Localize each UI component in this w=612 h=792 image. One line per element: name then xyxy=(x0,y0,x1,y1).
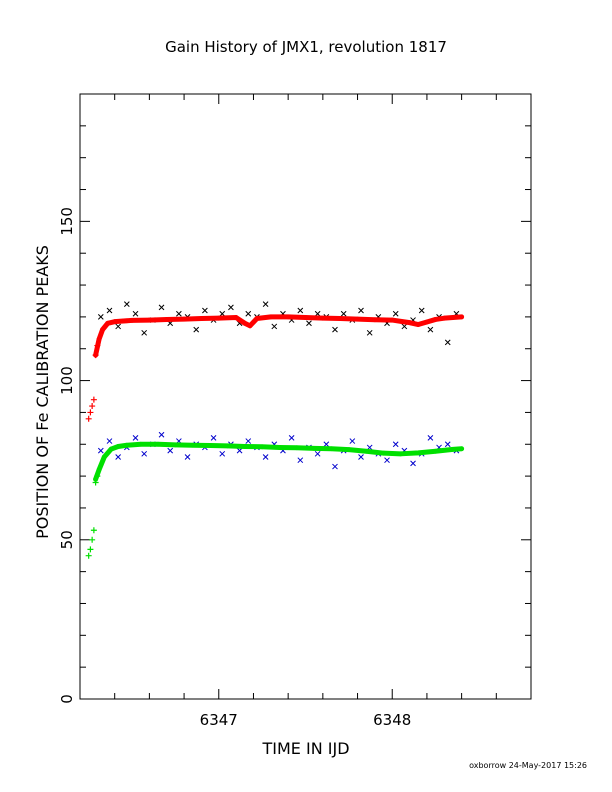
data-point xyxy=(89,536,96,543)
data-point xyxy=(92,479,99,486)
axis-ticks xyxy=(79,93,532,700)
data-point xyxy=(228,304,234,311)
credit-line: oxborrow 24-May-2017 15:26 xyxy=(469,761,587,770)
data-point xyxy=(115,454,122,460)
plot-frame xyxy=(79,93,532,700)
x-tick-label: 6348 xyxy=(373,711,411,729)
data-point xyxy=(297,457,304,464)
data-point xyxy=(306,320,312,327)
data-point xyxy=(132,435,139,441)
data-point xyxy=(167,447,174,454)
y-tick-label: 50 xyxy=(58,530,76,549)
x-axis-label: TIME IN IJD xyxy=(261,739,349,758)
series-upper-early xyxy=(85,342,101,422)
data-point xyxy=(210,435,217,441)
data-point xyxy=(92,352,99,359)
data-point xyxy=(245,438,252,444)
data-point xyxy=(349,438,356,444)
data-point xyxy=(358,454,364,460)
series-upper-fit xyxy=(93,314,465,358)
data-point xyxy=(401,323,408,330)
data-point xyxy=(141,329,148,336)
data-point xyxy=(340,310,347,317)
data-point xyxy=(115,323,122,330)
data-marks xyxy=(85,301,465,559)
data-point xyxy=(392,441,399,448)
data-point xyxy=(219,450,226,457)
data-point xyxy=(236,447,243,454)
x-tick-label: 6347 xyxy=(200,711,238,729)
data-point xyxy=(418,307,425,314)
series-lower-early xyxy=(85,473,101,559)
data-point xyxy=(85,415,92,422)
x-tick-labels: 6347 6348 xyxy=(200,711,412,729)
data-point xyxy=(219,310,226,317)
fit-line xyxy=(93,314,465,358)
data-point xyxy=(193,326,200,333)
data-point xyxy=(410,460,416,467)
data-point xyxy=(106,438,113,444)
y-tick-label: 0 xyxy=(58,694,76,704)
data-point xyxy=(332,326,338,333)
data-point xyxy=(444,441,451,448)
data-point xyxy=(384,457,390,464)
data-point xyxy=(262,454,269,460)
data-point xyxy=(297,307,304,314)
data-point xyxy=(90,527,97,534)
data-point xyxy=(184,454,191,460)
y-axis-label: POSITION OF Fe CALIBRATION PEAKS xyxy=(33,245,52,539)
data-point xyxy=(262,301,269,308)
data-point xyxy=(87,409,94,416)
data-point xyxy=(158,304,165,311)
fit-line xyxy=(93,441,465,482)
data-point xyxy=(202,307,208,314)
data-point xyxy=(245,310,252,317)
chart-title: Gain History of JMX1, revolution 1817 xyxy=(165,38,447,56)
data-point xyxy=(314,310,321,317)
data-point xyxy=(366,329,373,336)
data-point xyxy=(427,435,434,441)
data-point xyxy=(94,473,101,480)
data-point xyxy=(176,310,182,317)
data-point xyxy=(94,342,101,349)
data-point xyxy=(123,301,130,308)
data-point xyxy=(392,310,399,317)
data-point xyxy=(323,441,330,448)
data-point xyxy=(90,396,97,403)
data-point xyxy=(141,450,148,457)
data-point xyxy=(314,450,321,457)
data-point xyxy=(89,403,96,410)
y-tick-label: 100 xyxy=(58,366,76,395)
data-point xyxy=(132,310,139,317)
y-tick-labels: 0 50 100 150 xyxy=(58,207,76,704)
data-point xyxy=(85,552,92,559)
data-point xyxy=(97,447,104,454)
data-point xyxy=(288,435,295,441)
y-tick-label: 150 xyxy=(58,207,76,236)
data-point xyxy=(271,323,278,330)
data-point xyxy=(87,546,94,553)
data-point xyxy=(97,314,104,320)
data-point xyxy=(158,431,165,438)
data-point xyxy=(427,326,434,333)
data-point xyxy=(106,307,113,314)
series-lower-raw xyxy=(97,431,460,470)
series-lower-fit xyxy=(93,441,465,482)
data-point xyxy=(332,463,338,470)
data-point xyxy=(358,307,364,314)
data-point xyxy=(444,339,451,346)
